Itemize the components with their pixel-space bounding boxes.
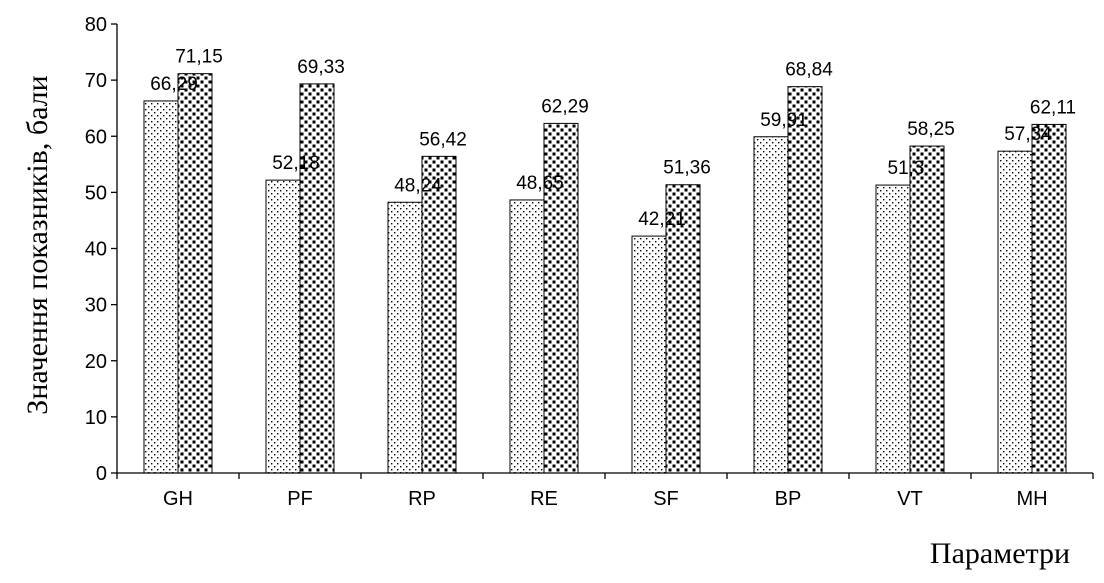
y-tick-label: 80 (85, 14, 107, 36)
y-tick-label: 70 (85, 70, 107, 92)
data-label-sf-series-2: 51,36 (663, 158, 711, 179)
y-tick-label: 60 (85, 126, 107, 148)
x-axis-title: Параметри (930, 537, 1070, 570)
data-label-mh-series-1: 57,34 (1004, 124, 1052, 145)
data-label-vt-series-1: 51,3 (888, 158, 925, 179)
bars (143, 73, 1067, 474)
bar-pf-series-1 (265, 179, 301, 474)
bar-sf-series-2 (665, 184, 701, 474)
axes (116, 24, 1093, 474)
bar-mh-series-1 (997, 150, 1033, 474)
y-tick-label: 10 (85, 407, 107, 429)
bar-sf-series-1 (631, 235, 667, 474)
bar-vt-series-1 (875, 184, 911, 474)
bar-pf-series-2 (299, 83, 335, 474)
bar-bp-series-2 (787, 86, 823, 474)
x-tick-label: RE (530, 488, 558, 510)
x-tick-label: MH (1016, 488, 1047, 510)
y-tick-label: 0 (96, 463, 107, 485)
data-label-gh-series-2: 71,15 (175, 47, 223, 68)
x-tick-label: SF (653, 488, 679, 510)
data-label-re-series-1: 48,65 (516, 173, 564, 194)
y-tick-label: 20 (85, 351, 107, 373)
data-label-vt-series-2: 58,25 (907, 119, 955, 140)
bar-mh-series-2 (1031, 123, 1067, 474)
x-tick-label: BP (775, 488, 802, 510)
data-label-sf-series-1: 42,21 (638, 209, 686, 230)
bar-rp-series-2 (421, 155, 457, 474)
data-label-pf-series-1: 52,18 (272, 153, 320, 174)
x-tick-label: GH (163, 488, 193, 510)
data-label-rp-series-2: 56,42 (419, 129, 467, 150)
x-tick-label: VT (897, 488, 923, 510)
data-label-bp-series-2: 68,84 (785, 60, 833, 81)
data-label-pf-series-2: 69,33 (297, 57, 345, 78)
x-tick-label: PF (287, 488, 313, 510)
bar-bp-series-1 (753, 136, 789, 474)
data-label-mh-series-2: 62,11 (1030, 97, 1076, 118)
x-axis-ticks: GH PF RP RE SF BP VT MH (116, 473, 1094, 510)
data-labels: 66,29 71,15 52,18 69,33 48,24 56,42 48,65 62,29… (150, 47, 1076, 230)
x-tick-label: RP (408, 488, 436, 510)
y-tick-label: 50 (85, 182, 107, 204)
data-label-re-series-2: 62,29 (541, 96, 589, 117)
y-tick-label: 30 (85, 295, 107, 317)
y-axis-ticks: 0 10 20 30 40 50 60 70 80 (85, 14, 117, 485)
data-label-bp-series-1: 59,91 (760, 110, 808, 131)
data-label-rp-series-1: 48,24 (394, 175, 442, 196)
data-label-gh-series-1: 66,29 (150, 74, 198, 95)
y-axis-title: Значення показників, бали (21, 75, 54, 414)
bar-rp-series-1 (387, 201, 423, 474)
bar-gh-series-2 (177, 73, 213, 474)
bar-re-series-2 (543, 122, 579, 474)
bar-vt-series-2 (909, 145, 945, 474)
bar-gh-series-1 (143, 100, 179, 474)
y-tick-label: 40 (85, 239, 107, 261)
bar-re-series-1 (509, 199, 545, 474)
